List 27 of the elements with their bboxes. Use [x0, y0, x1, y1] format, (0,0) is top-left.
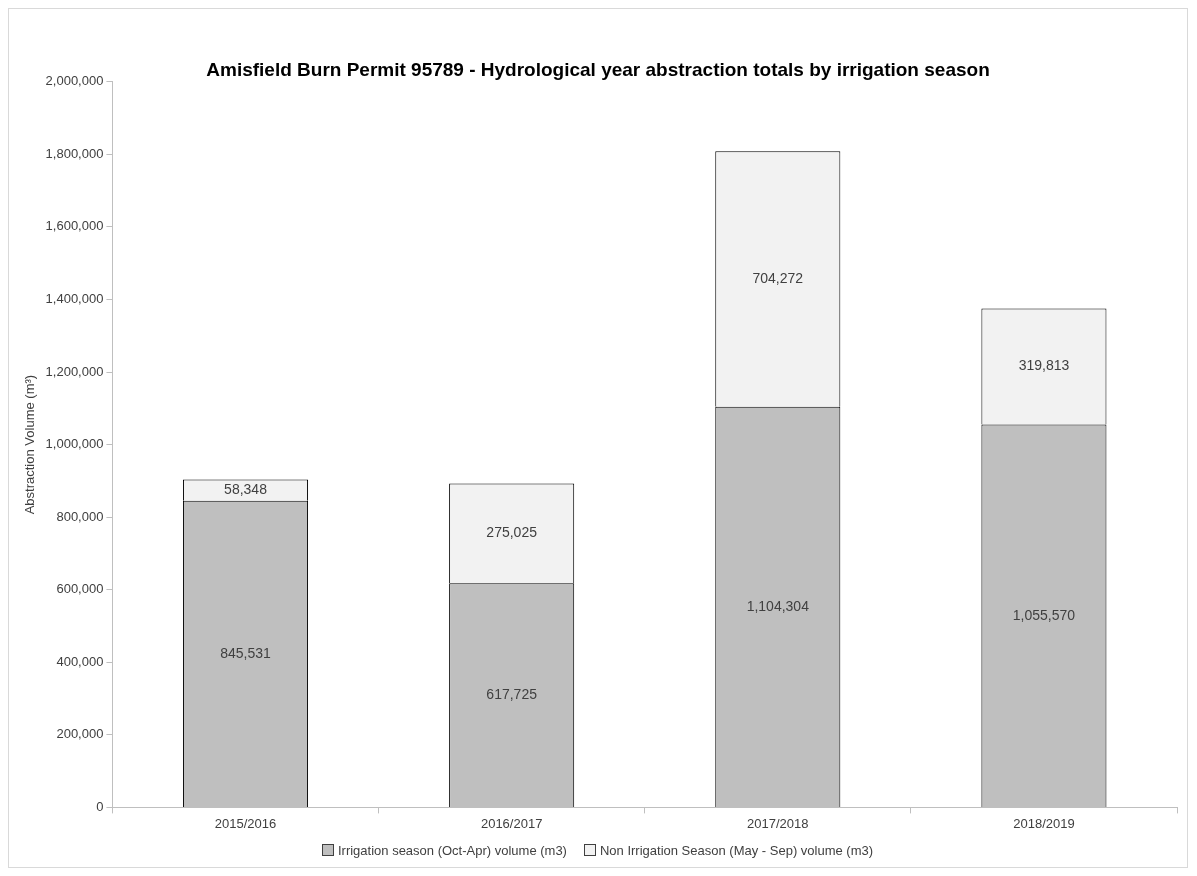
- y-tick-label: 400,000: [56, 653, 104, 669]
- x-tick-label: 2018/2019: [1013, 815, 1075, 831]
- x-tick-label: 2015/2016: [214, 815, 277, 831]
- y-tick-label: 800,000: [56, 508, 104, 524]
- y-tick-label: 2,000,000: [45, 73, 104, 89]
- y-axis-title: Abstraction Volume (m³): [22, 374, 38, 515]
- chart-title: Amisfield Burn Permit 95789 - Hydrological year abstraction totals by irrigation season: [206, 58, 990, 80]
- y-tick-label: 1,000,000: [45, 436, 104, 452]
- x-tick-label: 2016/2017: [480, 815, 543, 831]
- y-tick-label: 1,800,000: [45, 145, 104, 161]
- y-tick-label: 0: [96, 798, 104, 814]
- data-label: 617,725: [486, 685, 538, 702]
- data-label: 1,104,304: [746, 597, 810, 614]
- x-tick-label: 2017/2018: [747, 815, 809, 831]
- y-tick-label: 1,200,000: [45, 363, 104, 379]
- legend-label: Non Irrigation Season (May - Sep) volume (m3): [599, 842, 874, 858]
- y-tick-label: 200,000: [56, 726, 104, 742]
- y-tick-label: 1,400,000: [45, 291, 104, 307]
- data-label: 845,531: [220, 644, 272, 661]
- data-label: 275,025: [486, 524, 538, 541]
- y-tick-label: 600,000: [56, 581, 104, 597]
- data-label: 58,348: [224, 480, 268, 497]
- legend-label: Irrigation season (Oct-Apr) volume (m3): [337, 842, 567, 858]
- data-label: 319,813: [1018, 357, 1070, 374]
- data-label: 1,055,570: [1012, 606, 1076, 623]
- y-tick-label: 1,600,000: [45, 218, 104, 234]
- data-label: 704,272: [752, 269, 804, 286]
